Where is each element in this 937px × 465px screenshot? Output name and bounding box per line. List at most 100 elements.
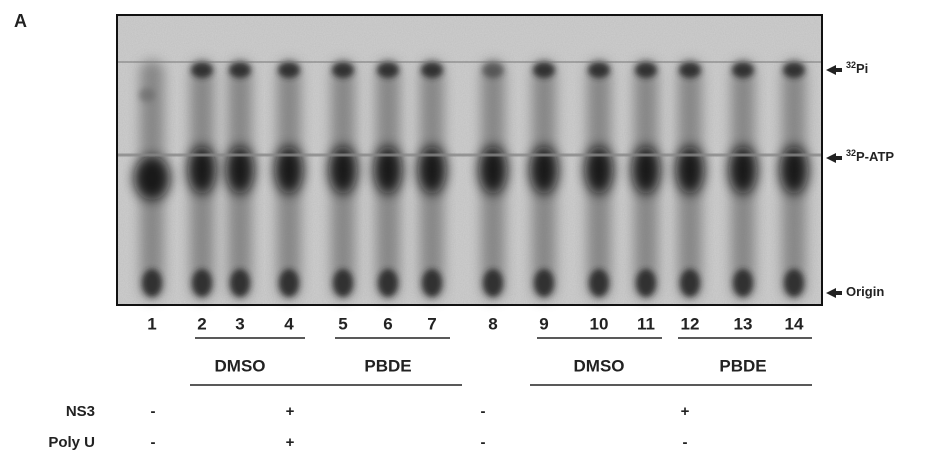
lane-number: 2 [197,314,206,333]
lane [780,60,808,300]
pi-spot [783,62,805,78]
lane-number: 11 [637,314,655,333]
origin-spot [333,269,353,297]
atp-spot [329,146,357,194]
pi-spot [191,62,213,78]
lane-number: 5 [338,314,347,333]
origin-spot [378,269,398,297]
group-label: DMSO [574,356,625,375]
marker-label: 32P-ATP [846,148,894,164]
lane [188,60,216,300]
lane-number: 8 [488,314,497,333]
gel-noise [117,15,822,305]
lane [632,60,660,300]
origin-spot [680,269,700,297]
pi-spot [139,88,155,102]
pi-spot [278,62,300,78]
marker-arrow [826,65,842,75]
pi-spot [732,62,754,78]
condition-sign: + [286,403,295,420]
origin-spot [142,269,162,297]
origin-spot [279,269,299,297]
atp-spot [479,146,507,194]
pi-spot [482,62,504,78]
atp-spot [676,146,704,194]
lane-number: 4 [284,314,294,333]
condition-sign: - [151,434,156,451]
marker-text: Pi [856,61,868,76]
lane-number: 1 [147,314,156,333]
lane-number: 13 [734,314,753,333]
condition-sign: + [681,403,690,420]
row-label: NS3 [66,403,95,420]
pi-spot [635,62,657,78]
lane [729,60,757,300]
condition-sign: + [286,434,295,451]
origin-spot [483,269,503,297]
marker-label: Origin [846,284,884,299]
atp-spot [632,146,660,194]
group-label: DMSO [215,356,266,375]
lane-number: 7 [427,314,436,333]
atp-spot [729,146,757,194]
atp-spot [585,146,613,194]
marker-arrow [826,288,842,298]
lane [275,60,303,300]
marker-text: Origin [846,284,884,299]
lane-number: 14 [785,314,804,333]
marker-arrow [826,153,842,163]
atp-spot [418,146,446,194]
pi-spot [533,62,555,78]
lane-number: 9 [539,314,548,333]
lane [530,60,558,300]
atp-spot [188,146,216,194]
lane-number: 6 [383,314,392,333]
lane [418,60,446,300]
atp-spot [226,146,254,194]
lane [134,60,170,300]
pi-spot [377,62,399,78]
lane-number: 12 [681,314,700,333]
lane [676,60,704,300]
condition-sign: - [481,434,486,451]
origin-spot [636,269,656,297]
group-label: PBDE [364,356,411,375]
origin-spot [784,269,804,297]
atp-spot [374,146,402,194]
marker-label: 32Pi [846,60,868,76]
pi-spot [588,62,610,78]
marker-text: P-ATP [856,149,894,164]
group-label: PBDE [719,356,766,375]
row-label: Poly U [48,434,95,451]
lane [374,60,402,300]
marker-sup: 32 [846,60,856,70]
lane [585,60,613,300]
origin-spot [534,269,554,297]
lane [479,60,507,300]
pi-spot [332,62,354,78]
lane-number: 10 [590,314,609,333]
atp-spot [275,146,303,194]
origin-spot [230,269,250,297]
condition-sign: - [481,403,486,420]
atp-spot [530,146,558,194]
lane [329,60,357,300]
pi-spot [229,62,251,78]
lane [226,60,254,300]
gel-image [116,14,823,306]
lane-number: 3 [235,314,244,333]
origin-spot [733,269,753,297]
origin-spot [589,269,609,297]
origin-spot [422,269,442,297]
atp-spot [780,146,808,194]
pi-spot [421,62,443,78]
panel-label: A [14,11,27,31]
condition-sign: - [151,403,156,420]
gel-border [116,14,823,306]
condition-sign: - [683,434,688,451]
pi-spot [679,62,701,78]
marker-sup: 32 [846,148,856,158]
atp-spot [134,156,170,200]
origin-spot [192,269,212,297]
